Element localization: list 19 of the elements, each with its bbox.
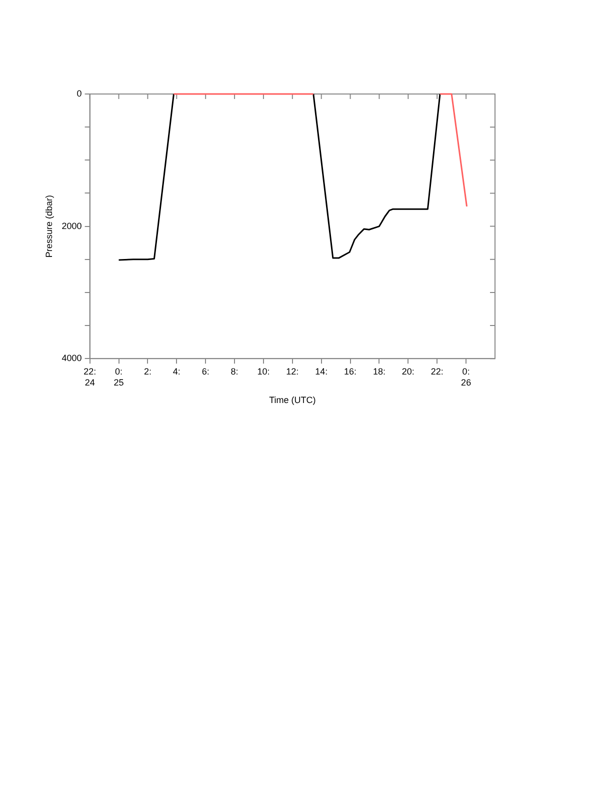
x-tick-label: 2: xyxy=(144,366,152,376)
x-tick-label: 22: xyxy=(430,366,444,376)
x-tick-label: 16: xyxy=(344,366,357,376)
x-tick-label: 6: xyxy=(202,366,210,376)
x-tick-label: 12: xyxy=(286,366,299,376)
x-tick-label: 20: xyxy=(402,366,414,376)
x-tick-label: 14: xyxy=(315,366,328,376)
x-tick-label: 22: 24 xyxy=(84,366,96,388)
x-tick-label: 8: xyxy=(230,366,238,376)
x-tick-label: 18: xyxy=(372,366,386,376)
y-tick-label: 4000 xyxy=(62,353,82,364)
y-axis-title: Pressure (dbar) xyxy=(44,195,54,258)
x-tick-label: 4: xyxy=(172,366,180,376)
x-axis-title: Time (UTC) xyxy=(269,395,316,406)
x-tick-label: 0: 26 xyxy=(461,366,472,388)
x-tick-label: 0: 25 xyxy=(114,366,124,388)
y-tick-label: 0 xyxy=(76,88,82,98)
x-tick-label: 10: xyxy=(257,366,270,376)
y-tick-label: 2000 xyxy=(62,220,82,231)
